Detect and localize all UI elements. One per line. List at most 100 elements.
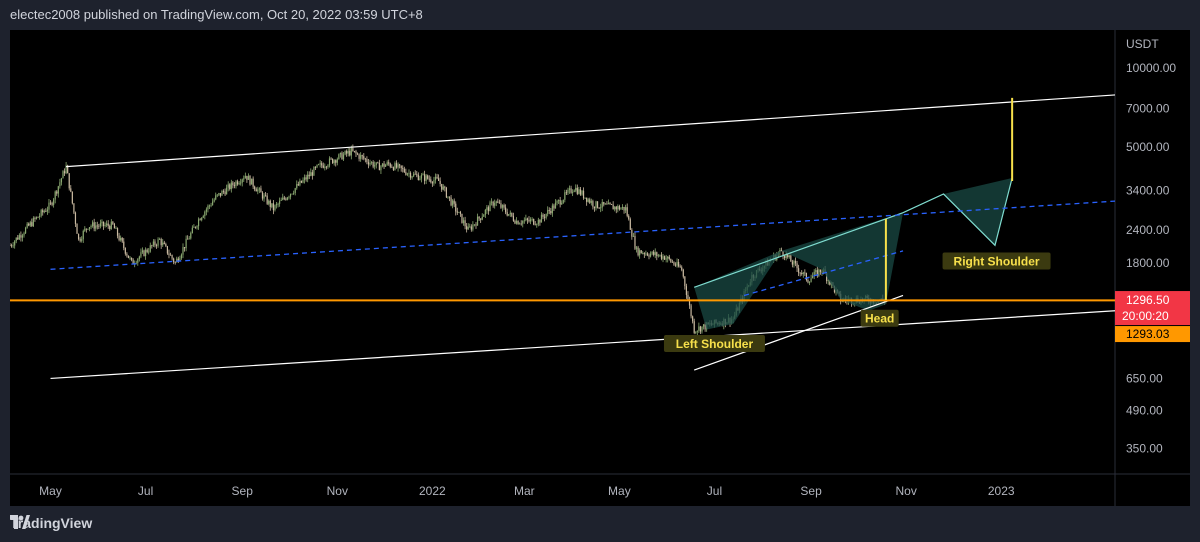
chart-area[interactable]: USDT 10000.00 7000.00 5000.00 3400.00 2400.00… <box>10 30 1190 506</box>
candle-body <box>54 191 56 200</box>
candle-body <box>258 188 260 190</box>
trendline-white <box>66 94 1116 168</box>
candle-body <box>503 205 505 208</box>
candle-body <box>197 219 200 227</box>
candle-body <box>804 272 806 274</box>
candle-body <box>24 227 27 234</box>
candle-body <box>559 200 561 205</box>
candle-body <box>601 201 603 208</box>
candle-body <box>151 245 153 247</box>
candle-body <box>581 190 583 195</box>
candle-body <box>32 218 34 227</box>
candle-body <box>344 151 346 155</box>
candle-body <box>475 224 477 226</box>
candle-body <box>57 186 59 194</box>
candle-body <box>682 269 684 277</box>
candle-body <box>701 326 703 332</box>
candle-body <box>353 150 356 152</box>
candle-body <box>487 207 490 212</box>
time-axis-tick: May <box>39 484 62 498</box>
candle-body <box>808 282 811 283</box>
candle-body <box>224 191 226 195</box>
tradingview-brand[interactable]: TradingView <box>10 515 92 531</box>
candle-body <box>782 250 784 256</box>
candle-body <box>352 148 354 151</box>
pattern-label: Right Shoulder <box>954 255 1040 269</box>
candle-body <box>625 207 627 211</box>
time-axis-tick: Sep <box>800 484 822 498</box>
candle-body <box>634 235 636 249</box>
candle-body <box>226 187 228 195</box>
candle-body <box>575 187 577 191</box>
candle-body <box>798 268 800 273</box>
candle-body <box>665 258 667 260</box>
price-axis-tick: 2400.00 <box>1126 223 1170 237</box>
candle-body <box>144 249 147 257</box>
candle-body <box>130 257 133 260</box>
candle-body <box>598 207 600 209</box>
candle-body <box>403 168 405 173</box>
candle-body <box>671 261 673 263</box>
candle-body <box>545 213 547 218</box>
candle-body <box>92 222 94 227</box>
candle-body <box>790 255 792 262</box>
candle-body <box>375 162 377 166</box>
candle-body <box>18 235 20 240</box>
candle-body <box>34 218 36 219</box>
candle-body <box>668 256 670 259</box>
price-chart[interactable]: USDT 10000.00 7000.00 5000.00 3400.00 2400.00… <box>10 30 1190 506</box>
candle-body <box>799 272 801 274</box>
candle-body <box>319 163 321 165</box>
candle-body <box>10 245 11 247</box>
candle-body <box>235 181 237 186</box>
candle-body <box>383 163 385 167</box>
candle-body <box>299 180 301 186</box>
candle-body <box>366 158 368 163</box>
candle-body <box>676 262 678 266</box>
candle-body <box>293 192 295 194</box>
candle-body <box>168 253 170 255</box>
candle-body <box>626 207 628 216</box>
candle-body <box>48 202 50 210</box>
candle-body <box>417 174 419 180</box>
candle-body <box>801 272 803 275</box>
candle-body <box>274 205 276 211</box>
candle-body <box>116 228 119 236</box>
candle-body <box>696 330 698 332</box>
candle-body <box>420 175 423 179</box>
candle-body <box>279 200 281 204</box>
candle-body <box>199 219 201 221</box>
candle-body <box>570 188 572 193</box>
candle-body <box>688 299 691 306</box>
candle-body <box>213 199 215 202</box>
candle-body <box>444 186 446 188</box>
candle-body <box>576 187 578 194</box>
candle-body <box>149 245 151 252</box>
candle-body <box>93 222 95 229</box>
candle-body <box>112 221 114 225</box>
candle-body <box>165 244 167 247</box>
candle-body <box>102 221 105 227</box>
candle-body <box>787 254 789 258</box>
candle-body <box>452 200 454 206</box>
candle-body <box>534 224 536 226</box>
brand-name: TradingView <box>10 515 93 531</box>
candle-body <box>185 238 187 249</box>
candle-body <box>593 206 596 209</box>
candle-body <box>679 266 681 268</box>
candle-body <box>137 258 139 263</box>
candle-body <box>381 163 384 167</box>
candle-body <box>163 242 165 245</box>
candle-body <box>277 203 279 205</box>
candle-body <box>643 253 645 255</box>
candle-body <box>590 201 592 203</box>
candle-body <box>587 199 589 202</box>
candle-body <box>126 253 128 256</box>
candle-body <box>84 228 86 231</box>
candle-body <box>433 180 435 184</box>
candle-body <box>65 165 67 174</box>
candle-body <box>430 179 432 183</box>
candle-body <box>280 199 282 201</box>
candle-body <box>177 258 179 262</box>
candle-body <box>565 192 567 194</box>
